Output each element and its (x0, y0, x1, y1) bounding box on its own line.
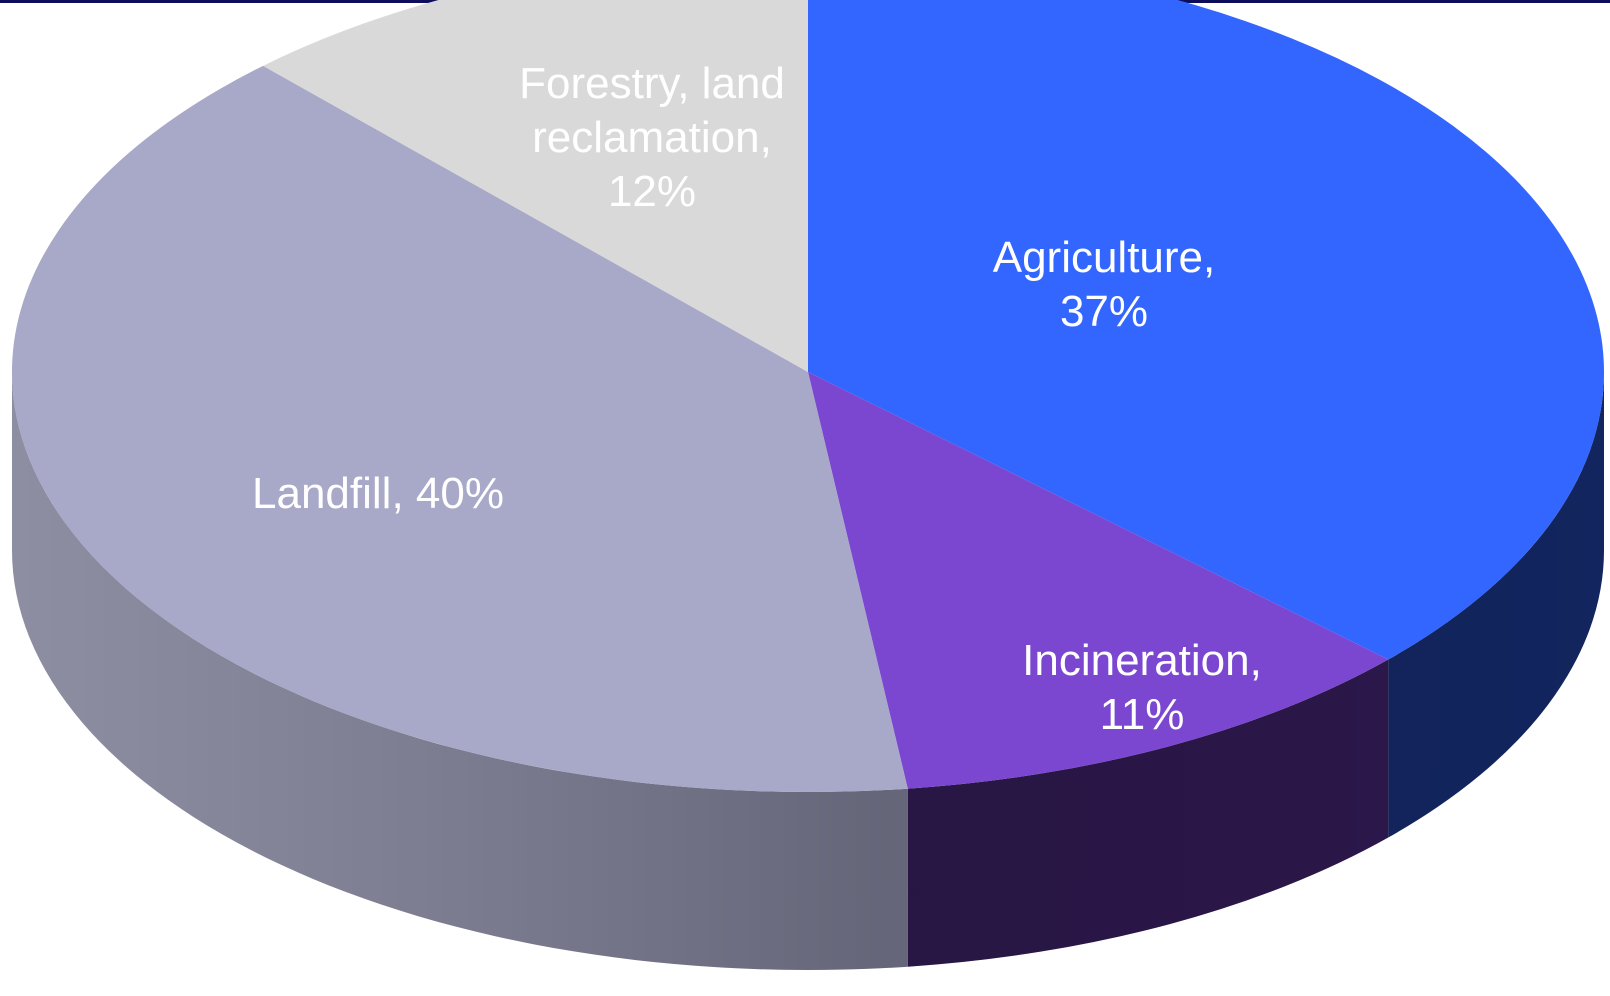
pie-slice-agriculture (808, 0, 1604, 660)
pie-labels: Agriculture, 37% Incineration, 11% Landfill,… (252, 59, 1262, 739)
slice-label-forestry-land-reclamation: Forestry, land reclamation, 12% (519, 59, 785, 216)
slice-label-line: Incineration, (1022, 636, 1262, 685)
slice-label-line: Landfill, 40% (252, 469, 504, 518)
slice-label-agriculture: Agriculture, 37% (993, 233, 1216, 336)
pie-tops (11, 0, 1604, 793)
slice-label-line: 11% (1100, 690, 1185, 739)
pie-slice-incineration (808, 372, 1389, 789)
slice-label-line: reclamation, (532, 113, 772, 162)
slice-label-line: Forestry, land (519, 59, 785, 108)
pie-slice-landfill (11, 65, 908, 793)
slice-label-line: 12% (608, 167, 696, 216)
slice-label-line: Agriculture, (993, 233, 1216, 282)
pie-slice-forestry-land-reclamation (263, 0, 808, 372)
slice-label-incineration: Incineration, 11% (1022, 636, 1262, 739)
slice-label-line: 37% (1060, 287, 1148, 336)
slice-label-landfill: Landfill, 40% (252, 469, 504, 518)
